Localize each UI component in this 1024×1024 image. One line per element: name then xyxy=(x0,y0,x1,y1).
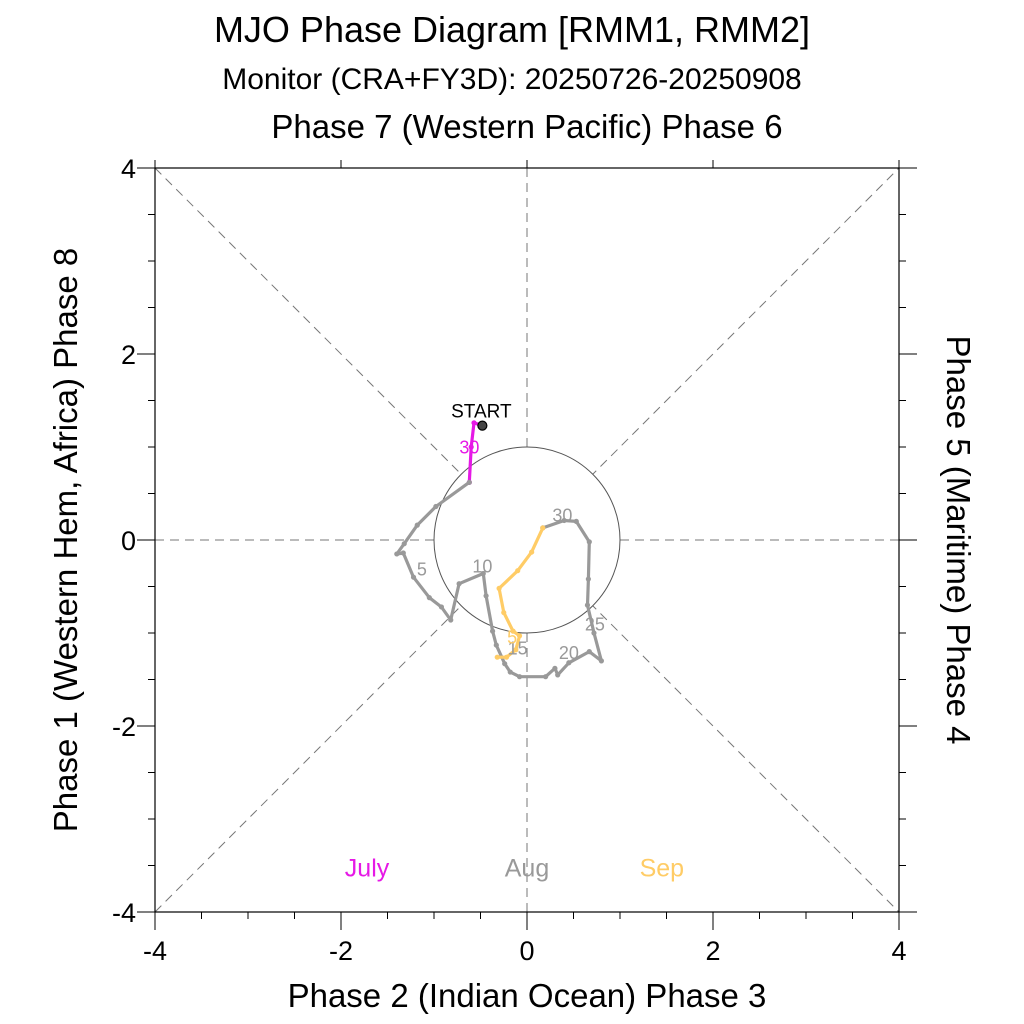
data-point-aug xyxy=(561,517,567,524)
series-line-sep xyxy=(495,526,545,659)
x-tick-label: 4 xyxy=(891,936,906,966)
data-point-sep xyxy=(516,633,523,639)
data-point-aug xyxy=(566,660,572,666)
day-label-aug: 10 xyxy=(472,557,492,577)
x-tick-label: -4 xyxy=(143,936,167,966)
y-axis-label: Phase 1 (Western Hem, Africa) Phase 8 xyxy=(47,248,84,832)
data-point-aug xyxy=(426,595,432,601)
data-point-aug xyxy=(598,658,605,664)
data-point-aug xyxy=(502,661,508,667)
data-point-aug xyxy=(555,672,561,678)
data-point-sep xyxy=(540,525,546,531)
data-point-sep xyxy=(515,568,521,574)
y-tick-label: -2 xyxy=(112,712,136,742)
data-point-aug xyxy=(573,518,579,525)
legend-aug: Aug xyxy=(505,855,549,883)
data-point-aug xyxy=(586,649,592,655)
data-point-aug xyxy=(456,581,462,587)
chart-title: MJO Phase Diagram [RMM1, RMM2] xyxy=(214,9,810,50)
data-point-aug xyxy=(543,674,549,680)
data-point-aug xyxy=(480,570,486,577)
top-phase-label: Phase 7 (Western Pacific) Phase 6 xyxy=(271,108,782,145)
data-point-aug xyxy=(438,604,445,610)
data-point-aug xyxy=(483,593,489,599)
data-point-aug xyxy=(586,539,592,545)
data-point-aug xyxy=(401,541,407,547)
data-point-sep xyxy=(510,628,516,634)
x-axis-label: Phase 2 (Indian Ocean) Phase 3 xyxy=(288,977,767,1014)
y-tick-label: 0 xyxy=(121,526,136,556)
data-point-aug xyxy=(516,674,523,680)
data-point-aug xyxy=(585,576,591,582)
day-label-aug: 5 xyxy=(417,559,427,579)
legend-july: July xyxy=(345,855,390,883)
x-tick-label: 0 xyxy=(519,936,534,966)
data-point-aug xyxy=(584,602,591,608)
day-label-aug: 25 xyxy=(585,614,605,634)
y-tick-label: -4 xyxy=(112,898,136,928)
data-point-sep xyxy=(513,647,519,653)
data-point-aug xyxy=(489,628,496,634)
chart-subtitle: Monitor (CRA+FY3D): 20250726-20250908 xyxy=(222,63,802,96)
data-point-aug xyxy=(591,630,597,636)
data-point-aug xyxy=(433,503,439,510)
data-point-sep xyxy=(503,654,510,660)
data-point-aug xyxy=(507,669,513,675)
right-phase-label: Phase 5 (Maritime) Phase 4 xyxy=(940,335,977,744)
data-point-sep xyxy=(501,609,507,616)
data-point-sep xyxy=(529,549,535,555)
day-label-aug: 30 xyxy=(552,506,572,526)
y-tick-label: 2 xyxy=(121,340,136,370)
unit-circle xyxy=(433,446,621,634)
y-tick-label: 4 xyxy=(121,154,136,184)
data-point-aug xyxy=(493,642,499,648)
data-point-sep xyxy=(494,654,500,660)
day-label-aug: 20 xyxy=(559,643,579,663)
data-point-aug xyxy=(448,617,454,623)
data-point-aug xyxy=(394,551,400,557)
plot-area: -4 -2 0 2 4 -4 -2 0 2 4 30 5 10 15 20 25 30 5 START July Aug… xyxy=(112,154,917,966)
data-point-sep xyxy=(496,585,502,591)
data-point-aug xyxy=(466,479,472,485)
data-point-aug xyxy=(552,665,558,671)
x-tick-label: 2 xyxy=(705,936,720,966)
day-label-aug: 15 xyxy=(508,638,528,658)
data-point-july xyxy=(468,444,474,450)
data-point-aug xyxy=(400,550,406,556)
data-point-aug xyxy=(414,522,420,528)
day-label-sep: 5 xyxy=(507,627,517,647)
data-point-july xyxy=(471,420,477,426)
day-label-july: 30 xyxy=(459,438,479,458)
start-marker xyxy=(477,420,488,431)
x-tick-label: -2 xyxy=(329,936,353,966)
start-label: START xyxy=(451,402,512,423)
legend-sep: Sep xyxy=(640,855,684,883)
data-point-aug xyxy=(410,574,417,580)
